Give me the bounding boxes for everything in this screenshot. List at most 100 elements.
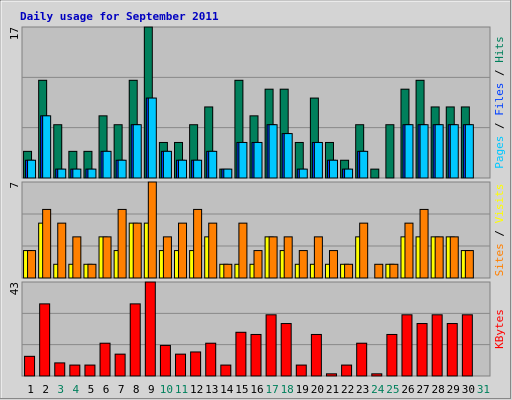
- bar: [144, 281, 156, 377]
- bar: [102, 150, 112, 179]
- bar: [99, 342, 111, 377]
- x-tick-label: 27: [416, 383, 429, 396]
- x-tick-label: 14: [220, 383, 234, 396]
- x-tick-label: 9: [148, 383, 155, 396]
- bar: [385, 124, 395, 179]
- bar: [434, 124, 444, 179]
- bar: [419, 124, 429, 179]
- bar: [250, 333, 262, 377]
- x-tick-label: 21: [326, 383, 339, 396]
- x-tick-label: 22: [341, 383, 354, 396]
- bar: [328, 159, 338, 179]
- bar: [178, 222, 188, 279]
- bar: [190, 351, 202, 377]
- x-tick-label: 31: [477, 383, 490, 396]
- bar: [268, 236, 278, 279]
- bar: [283, 133, 293, 179]
- bar: [72, 168, 82, 179]
- bar: [325, 373, 337, 377]
- y-tick-label: 7: [8, 182, 21, 189]
- legend-entry: Files: [493, 83, 506, 116]
- bar: [464, 124, 474, 179]
- bar: [193, 159, 203, 179]
- bar: [39, 303, 51, 377]
- x-tick-label: 20: [311, 383, 324, 396]
- x-tick-label: 12: [190, 383, 203, 396]
- bar: [298, 250, 308, 279]
- bar: [162, 236, 172, 279]
- x-tick-label: 3: [57, 383, 64, 396]
- x-tick-label: 18: [281, 383, 294, 396]
- bar: [344, 263, 354, 279]
- bar: [404, 222, 414, 279]
- y-tick-label: 43: [8, 282, 21, 295]
- bar: [238, 222, 248, 279]
- legend-entry: Hits: [493, 36, 506, 63]
- bar: [132, 124, 142, 179]
- bar: [313, 141, 323, 179]
- bar: [87, 263, 97, 279]
- bar: [449, 236, 459, 279]
- x-tick-label: 16: [250, 383, 263, 396]
- bar: [359, 222, 369, 279]
- bar: [54, 362, 66, 377]
- bar: [162, 150, 172, 179]
- bar: [193, 208, 203, 279]
- bar: [132, 222, 142, 279]
- bar: [57, 222, 67, 279]
- bar: [389, 263, 399, 279]
- legend-separator: /: [493, 223, 506, 243]
- bar: [147, 97, 157, 179]
- bar: [238, 141, 248, 179]
- bar: [283, 236, 293, 279]
- bar: [401, 314, 413, 377]
- x-tick-label: 11: [175, 383, 188, 396]
- x-tick-label: 29: [447, 383, 460, 396]
- bar: [117, 159, 127, 179]
- x-tick-label: 30: [462, 383, 475, 396]
- bar: [42, 115, 52, 179]
- bar: [419, 208, 429, 279]
- x-tick-label: 6: [103, 383, 110, 396]
- bar: [298, 168, 308, 179]
- legend-entry: KBytes: [493, 309, 506, 349]
- bar: [253, 141, 263, 179]
- bar: [341, 364, 353, 377]
- bar: [265, 314, 277, 377]
- legend-entry: Visits: [493, 184, 506, 224]
- x-tick-label: 1: [27, 383, 34, 396]
- x-tick-label: 25: [386, 383, 399, 396]
- bar: [461, 314, 473, 377]
- x-tick-label: 10: [160, 383, 173, 396]
- bar: [57, 168, 67, 179]
- bar: [310, 333, 322, 377]
- bar: [220, 364, 232, 377]
- legend: KBytes: [493, 309, 506, 349]
- bar: [72, 236, 82, 279]
- bar: [102, 236, 112, 279]
- chart-title: Daily usage for September 2011: [20, 10, 219, 23]
- bar: [404, 124, 414, 179]
- bar: [371, 373, 383, 377]
- legend: Pages / Files / Hits: [493, 36, 506, 169]
- bar: [147, 181, 157, 279]
- bar: [205, 342, 217, 377]
- bar: [208, 222, 218, 279]
- x-tick-label: 4: [73, 383, 80, 396]
- bar: [386, 333, 398, 377]
- bar: [313, 236, 323, 279]
- bar: [223, 263, 233, 279]
- bar: [114, 353, 126, 377]
- bar: [370, 168, 380, 179]
- bar: [24, 355, 36, 377]
- bar: [84, 364, 96, 377]
- bar: [27, 250, 37, 279]
- x-tick-label: 2: [42, 383, 49, 396]
- bar: [344, 168, 354, 179]
- legend-entry: Sites: [493, 243, 506, 276]
- bar: [129, 303, 141, 377]
- bar: [268, 124, 278, 179]
- x-tick-label: 24: [371, 383, 385, 396]
- x-tick-label: 17: [265, 383, 278, 396]
